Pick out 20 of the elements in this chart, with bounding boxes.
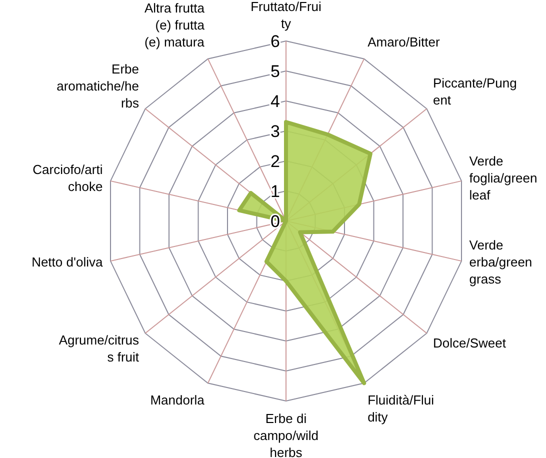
spoke-label: Erbe aromatiche/herbs: [56, 61, 140, 110]
y-tick-label: 5: [270, 62, 280, 81]
y-tick-label: 4: [270, 92, 280, 111]
spoke-label: Verde erba/green grass: [469, 237, 532, 286]
y-tick-label: 2: [270, 152, 280, 171]
spoke-label: Carciofo/artichoke: [32, 162, 103, 194]
spoke-label: Agrume/citruss fruit: [58, 332, 140, 365]
spoke-label: Fluidità/Fluidity: [368, 392, 434, 424]
spoke-label: Dolce/Sweet: [432, 335, 506, 350]
spoke-label: Piccante/Pungent: [432, 75, 517, 108]
spoke-label: Altra frutta (e) frutta (e) matura: [144, 0, 206, 50]
spoke-label: Netto d'oliva: [32, 254, 104, 270]
spoke-label: Amaro/Bitter: [368, 34, 440, 50]
spoke-label: Erbe di campo/wild herbs: [253, 411, 319, 458]
y-tick-label: 3: [270, 122, 280, 141]
y-tick-label: 6: [270, 32, 280, 51]
spoke-label: Fruttato/Fruity: [250, 0, 322, 31]
spoke-label: Verde foglia/green leaf: [469, 154, 538, 203]
y-tick-label: 1: [270, 182, 280, 201]
spoke-label: Mandorla: [150, 392, 206, 408]
